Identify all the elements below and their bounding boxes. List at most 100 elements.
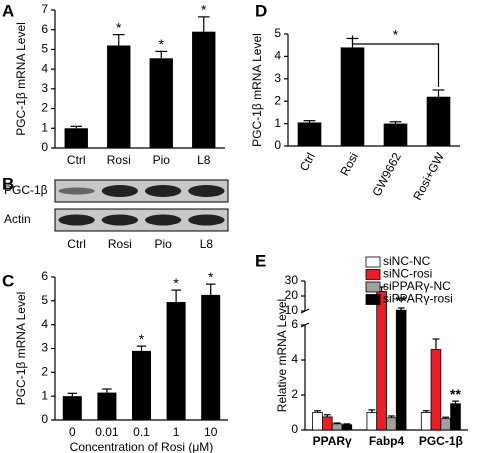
blot-strip — [54, 179, 229, 203]
x-tick-label: Fabp4 — [369, 434, 405, 448]
error-bar — [387, 415, 395, 418]
y-tick-label: 6 — [41, 269, 48, 283]
y-tick-label: 4 — [41, 317, 48, 331]
y-tick-label: 3 — [274, 71, 281, 85]
error-bar — [442, 416, 450, 419]
y-tick-label: 7 — [41, 2, 48, 16]
x-tick-label: Rosi — [107, 153, 131, 167]
bar — [192, 31, 216, 148]
blot-band — [188, 185, 225, 197]
panel-letter: C — [2, 271, 14, 290]
error-bar — [314, 410, 321, 413]
bar — [386, 417, 397, 431]
bar — [420, 412, 432, 431]
blot-band — [101, 214, 139, 226]
y-tick-label: 4 — [274, 49, 281, 63]
y-tick-label: 1 — [274, 116, 281, 130]
x-tick-label: L8 — [197, 153, 211, 167]
significance: * — [208, 269, 214, 285]
x-tick-label: 10 — [204, 425, 218, 439]
blot-band — [144, 185, 182, 197]
significance: * — [116, 19, 122, 35]
error-bar — [112, 34, 125, 46]
error-bar — [205, 283, 216, 295]
x-tick-label: Rosi — [337, 150, 361, 178]
x-tick-label: Pio — [153, 153, 171, 167]
bar — [395, 309, 407, 431]
x-tick-label: L8 — [200, 237, 214, 251]
error-bar — [67, 392, 78, 397]
bar — [321, 416, 333, 431]
error-bar — [368, 409, 376, 413]
legend-label: siNC-NC — [383, 254, 431, 268]
x-tick-label: Ctrl — [297, 150, 318, 173]
y-tick-label: 1 — [41, 120, 48, 134]
bar — [376, 291, 387, 431]
error-bar — [303, 120, 316, 123]
y-axis-label: PGC-1β mRNA Level — [250, 33, 264, 147]
y-tick-label: 0 — [291, 422, 298, 436]
bar — [440, 418, 452, 431]
bar — [149, 58, 173, 148]
y-tick-label: 10 — [285, 303, 299, 317]
legend-swatch — [365, 281, 381, 293]
y-tick-label: 3 — [41, 341, 48, 355]
y-tick-label: 4 — [41, 61, 48, 75]
significance: * — [393, 27, 399, 43]
y-axis-label: PGC-1β mRNA Level — [14, 22, 28, 136]
error-bar — [389, 121, 402, 124]
x-tick-label: Ctrl — [67, 153, 86, 167]
x-tick-label: 0.1 — [133, 425, 150, 439]
error-bar — [333, 422, 341, 424]
error-bar — [102, 388, 112, 393]
bar — [107, 45, 131, 148]
y-tick-label: 3 — [41, 81, 48, 95]
legend-swatch — [365, 256, 381, 268]
bar — [340, 47, 365, 146]
legend-swatch — [365, 269, 381, 280]
x-tick-label: Ctrl — [67, 237, 86, 251]
legend-label: siPPARγ-NC — [383, 279, 451, 293]
x-axis-label: Concentration of Rosi (μM) — [70, 440, 214, 453]
y-tick-label: 6 — [291, 317, 298, 331]
y-tick-label: 4 — [291, 352, 298, 366]
error-bar — [432, 89, 445, 97]
error-bar — [432, 338, 440, 350]
y-axis-label: Relative mRNA Level — [275, 299, 289, 412]
y-tick-label: 5 — [41, 42, 48, 56]
error-bar — [422, 410, 430, 413]
blot-band — [101, 185, 139, 197]
x-tick-label: Rosi — [108, 237, 132, 251]
row-label: Actin — [4, 212, 31, 226]
bar — [312, 412, 323, 431]
bar — [297, 122, 322, 146]
bar — [426, 96, 451, 146]
bar — [131, 350, 152, 420]
bar — [450, 403, 461, 431]
blot-band — [144, 214, 182, 226]
significance: ** — [396, 293, 407, 309]
bar — [430, 349, 442, 431]
blot-strip — [54, 208, 229, 232]
bar — [383, 123, 408, 146]
x-tick-label: GW9662 — [369, 150, 404, 199]
legend-label: siPPARγ-rosi — [383, 292, 453, 306]
x-tick-label: 1 — [173, 425, 180, 439]
y-tick-label: 0 — [274, 138, 281, 152]
error-bar — [171, 289, 181, 303]
y-tick-label: 0 — [41, 140, 48, 154]
bar — [201, 294, 221, 420]
x-tick-label: PGC-1β — [419, 434, 463, 448]
bar — [64, 128, 88, 148]
y-tick-label: 0 — [41, 412, 48, 426]
error-bar — [323, 414, 331, 417]
significance: ** — [450, 386, 461, 402]
y-axis-label: PGC-1β mRNA Level — [14, 292, 28, 406]
y-tick-label: 5 — [41, 293, 48, 307]
significance: * — [139, 331, 145, 347]
bar — [97, 392, 117, 420]
y-tick-label: 2 — [291, 387, 298, 401]
panel-letter: A — [2, 1, 14, 20]
legend-swatch — [365, 294, 381, 305]
